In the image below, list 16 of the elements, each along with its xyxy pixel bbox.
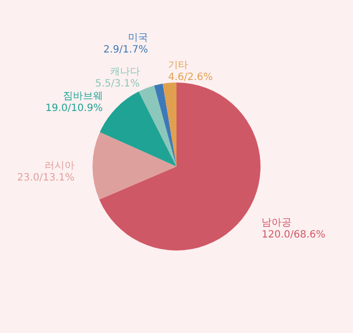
slice-label: 짐바브웨	[62, 91, 103, 102]
pie-slice	[154, 84, 176, 166]
data-label: 19.0/10.9%	[45, 103, 103, 114]
pie-slice	[162, 82, 176, 166]
data-label: 4.6/2.6%	[168, 72, 213, 83]
slice-label: 러시아	[44, 160, 75, 172]
slice-label: 남아공	[262, 218, 292, 229]
pie-slice	[92, 132, 176, 200]
pie-slice	[138, 86, 176, 166]
data-label: 2.9/1.7%	[103, 44, 148, 56]
slice-label: 기타	[168, 60, 188, 71]
slice-label: 캐나다	[110, 66, 140, 78]
data-label: 5.5/3.1%	[95, 78, 140, 90]
data-label: 120.0/68.6%	[262, 230, 326, 241]
slice-label: 미국	[128, 32, 148, 44]
data-label: 23.0/13.1%	[17, 172, 75, 184]
